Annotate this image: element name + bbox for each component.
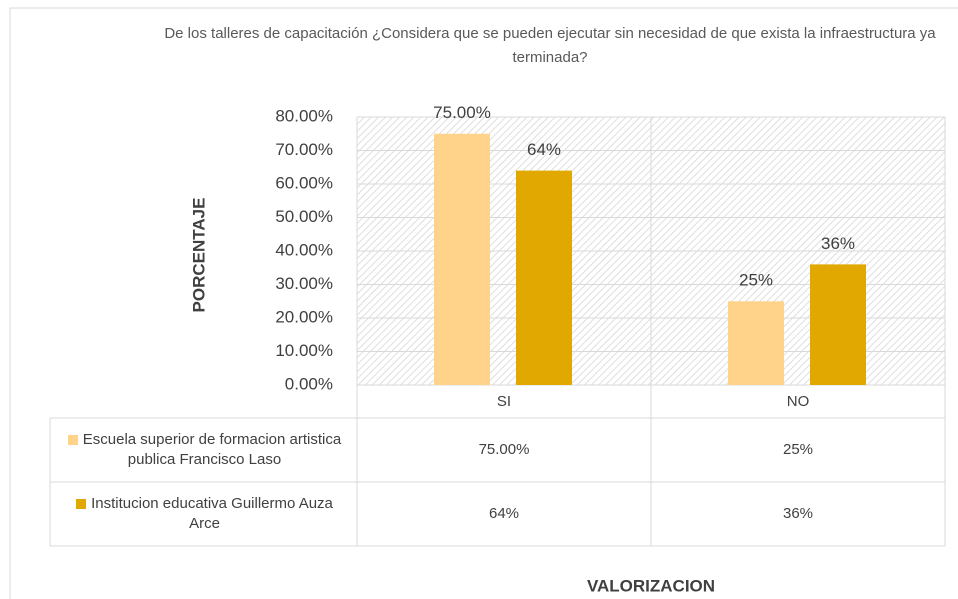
x-tick-label: NO — [786, 392, 810, 410]
y-tick-label: 0.00% — [285, 374, 333, 393]
chart-title: De los talleres de capacitación ¿Conside… — [164, 25, 936, 66]
data-label: 75.00% — [433, 103, 491, 122]
legend-swatch — [76, 499, 87, 510]
y-tick-label: 10.00% — [275, 341, 333, 360]
x-axis-title: VALORIZACION — [587, 576, 715, 595]
legend-entry: Institucion educativa Guillermo Auza Arc… — [52, 482, 353, 546]
legend-swatch — [67, 435, 78, 446]
bar — [810, 264, 866, 385]
y-tick-label: 20.00% — [275, 307, 333, 326]
legend-entry: Escuela superior de formacion artistica … — [52, 418, 353, 482]
data-label: 25% — [739, 271, 773, 290]
data-label: 36% — [821, 234, 855, 253]
y-axis-title: PORCENTAJE — [189, 198, 208, 313]
legend-label: Institucion educativa Guillermo Auza Arc… — [91, 495, 333, 532]
table-value: 64% — [488, 505, 520, 522]
data-label: 64% — [527, 140, 561, 159]
legend-label: Escuela superior de formacion artistica … — [82, 431, 342, 468]
bar — [516, 170, 572, 385]
table-value: 75.00% — [478, 441, 530, 458]
y-tick-label: 30.00% — [275, 274, 333, 293]
bar — [434, 133, 490, 385]
y-tick-label: 70.00% — [275, 140, 333, 159]
chart-border — [9, 7, 958, 599]
legend-content: Escuela superior de formacion artistica … — [64, 430, 345, 470]
bar — [728, 301, 784, 385]
y-tick-label: 50.00% — [275, 207, 333, 226]
table-value: 36% — [782, 505, 814, 522]
x-tick-label: SI — [496, 392, 512, 410]
y-tick-label: 60.00% — [275, 173, 333, 192]
table-value: 25% — [782, 441, 814, 458]
y-tick-label: 80.00% — [275, 106, 333, 125]
legend-content: Institucion educativa Guillermo Auza Arc… — [64, 494, 345, 534]
y-tick-label: 40.00% — [275, 240, 333, 259]
